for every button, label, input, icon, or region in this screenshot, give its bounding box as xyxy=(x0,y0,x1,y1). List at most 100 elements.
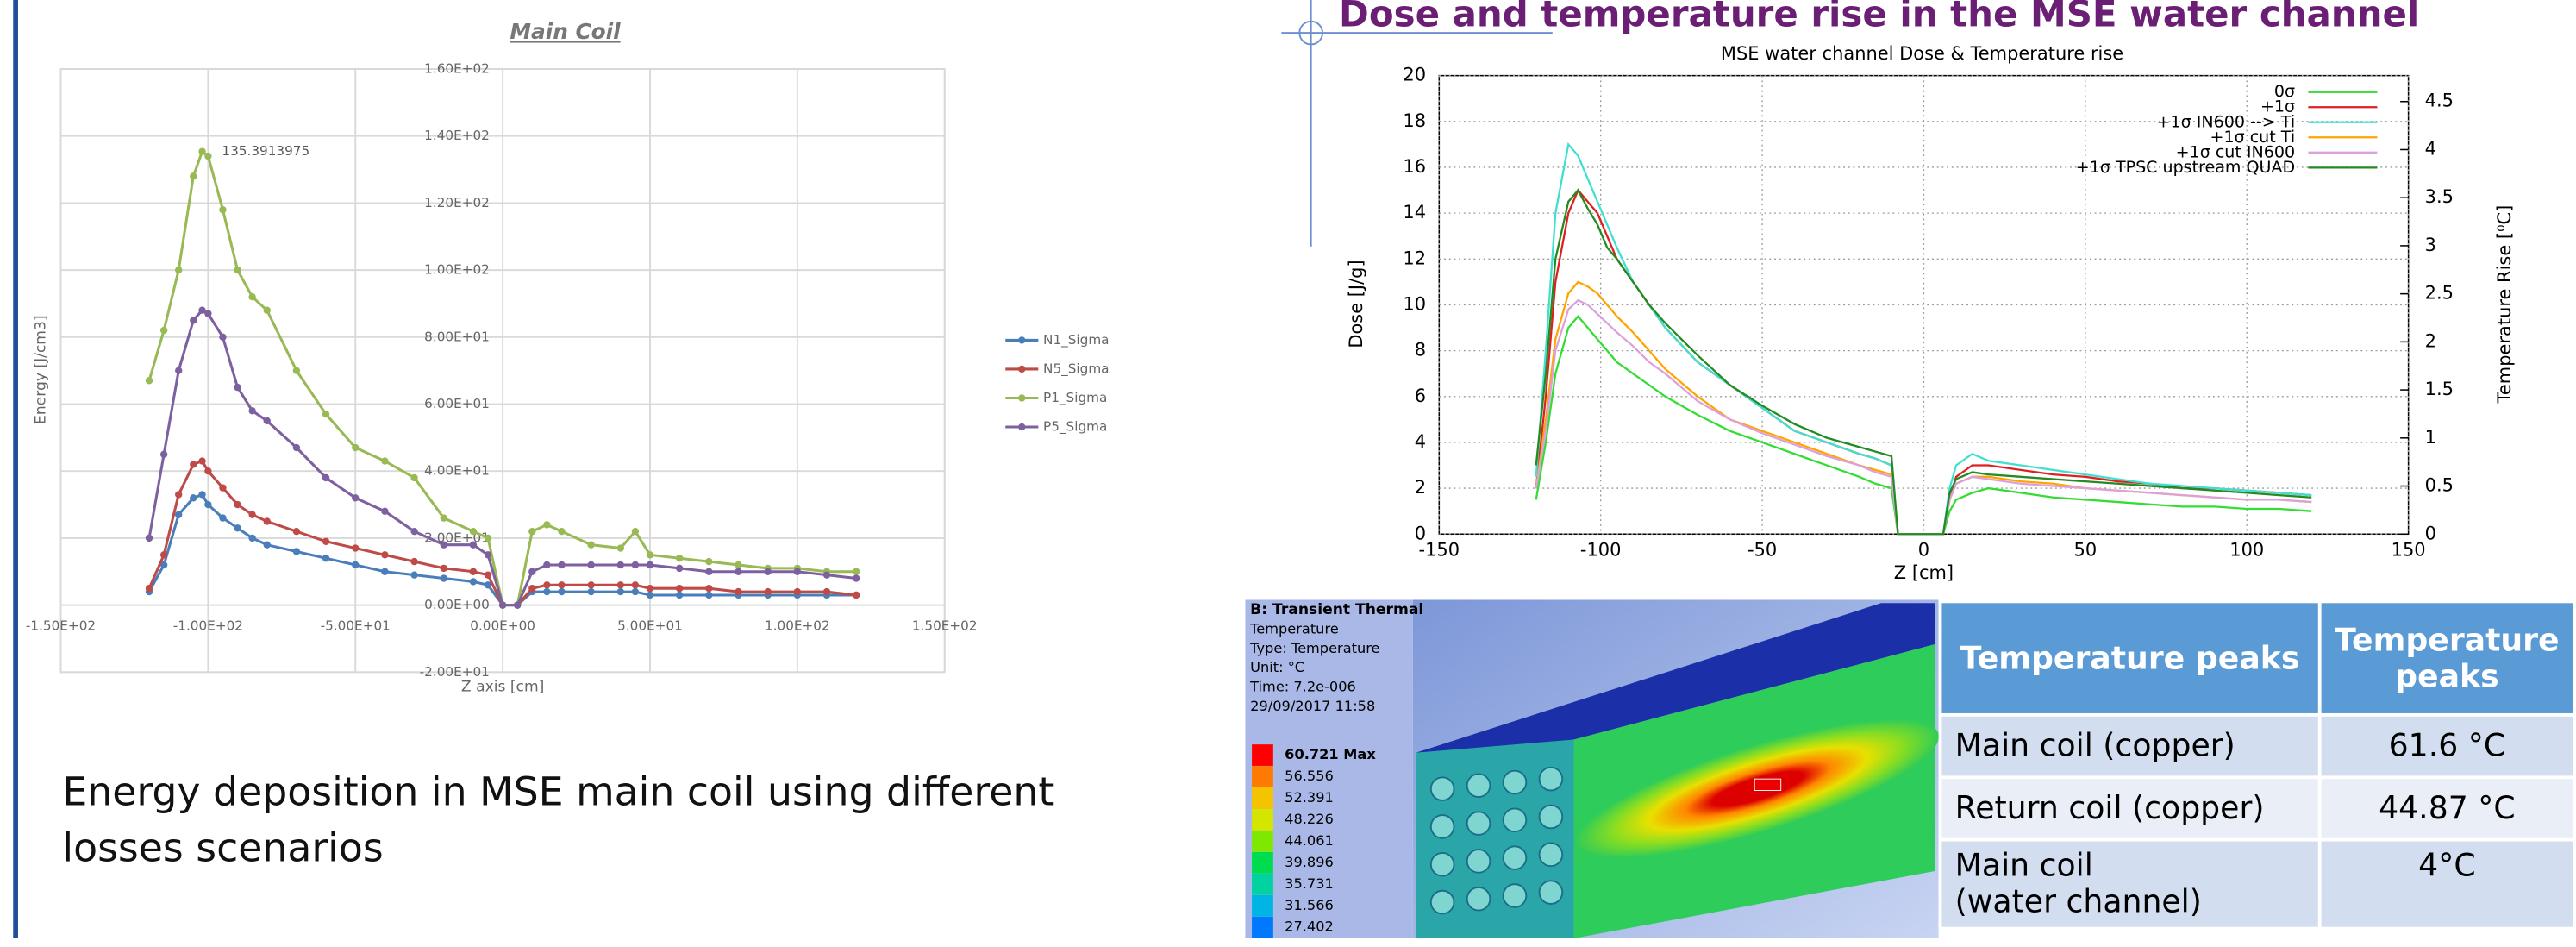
legend-label: N5_Sigma xyxy=(1043,361,1109,377)
data-point xyxy=(219,334,226,341)
data-point xyxy=(264,417,271,424)
y2-tick-label: 3.5 xyxy=(2425,186,2454,207)
data-point xyxy=(853,574,860,581)
y-tick-label: 20 xyxy=(1403,65,1426,85)
data-point xyxy=(543,581,550,588)
x-tick-label: 150 xyxy=(2392,539,2426,560)
x-tick-label: 0 xyxy=(1918,539,1929,560)
data-point xyxy=(528,528,535,535)
legend-marker xyxy=(1018,423,1025,430)
data-point xyxy=(248,407,255,414)
data-point xyxy=(352,561,359,568)
data-point xyxy=(198,491,205,498)
table-cell: 4°C xyxy=(2320,840,2574,929)
data-point xyxy=(647,592,653,599)
simulation-info: Time: 7.2e-006 xyxy=(1249,679,1356,695)
data-point xyxy=(528,568,535,575)
data-point xyxy=(647,585,653,592)
y-tick-label: 1.00E+02 xyxy=(424,262,490,278)
data-point xyxy=(470,542,477,549)
data-point xyxy=(543,561,550,568)
legend-swatch xyxy=(1252,874,1273,895)
data-point xyxy=(676,555,683,561)
data-point xyxy=(204,310,211,317)
data-point xyxy=(381,457,388,464)
y2-tick-label: 0 xyxy=(2425,523,2436,543)
legend-label: 56.556 xyxy=(1285,768,1334,784)
x-tick-label: -1.50E+02 xyxy=(26,618,96,633)
legend-swatch xyxy=(1252,852,1273,874)
data-point xyxy=(632,581,639,588)
y-tick-label: 1.60E+02 xyxy=(424,61,490,77)
simulation-info: Temperature xyxy=(1249,620,1339,637)
data-point xyxy=(264,307,271,314)
data-point xyxy=(735,561,741,568)
data-point xyxy=(441,514,447,521)
data-point xyxy=(198,147,205,154)
x-tick-label: 5.00E+01 xyxy=(617,618,683,633)
data-point xyxy=(322,411,329,417)
y-tick-label: 8 xyxy=(1415,340,1426,361)
x-tick-label: -5.00E+01 xyxy=(321,618,391,633)
data-point xyxy=(322,474,329,481)
legend-label: 35.731 xyxy=(1285,875,1334,892)
y-tick-label: 4.00E+01 xyxy=(424,463,490,479)
legend-swatch xyxy=(1252,787,1273,809)
y-tick-label: 1.40E+02 xyxy=(424,128,490,143)
data-point xyxy=(219,484,226,491)
data-point xyxy=(587,542,594,549)
x-tick-label: 50 xyxy=(2074,539,2098,560)
y-tick-label: 10 xyxy=(1403,293,1426,314)
legend-marker xyxy=(1018,394,1025,401)
legend-swatch xyxy=(1252,766,1273,787)
data-point xyxy=(587,588,594,595)
x-tick-label: -100 xyxy=(1580,539,1622,560)
data-point xyxy=(160,327,167,334)
data-point xyxy=(632,561,639,568)
chart: -2.00E+010.00E+002.00E+014.00E+016.00E+0… xyxy=(26,61,1110,696)
x-tick-label: 1.00E+02 xyxy=(765,618,830,633)
x-tick-label: 100 xyxy=(2229,539,2264,560)
legend-swatch xyxy=(1252,831,1273,852)
legend-swatch xyxy=(1252,895,1273,917)
y-tick-label: 0.00E+00 xyxy=(424,597,490,612)
data-point xyxy=(558,528,565,535)
y2-tick-label: 3 xyxy=(2425,235,2436,255)
data-point xyxy=(204,153,211,160)
data-point xyxy=(248,511,255,518)
table-cell: Return coil (copper) xyxy=(1941,777,2320,839)
data-point xyxy=(853,568,860,575)
y2-tick-label: 4 xyxy=(2425,138,2436,159)
legend-label: 48.226 xyxy=(1285,811,1334,827)
chart-title: Main Coil xyxy=(510,19,621,44)
legend-swatch xyxy=(1252,917,1273,938)
data-point xyxy=(823,571,830,578)
x-axis-title: Z axis [cm] xyxy=(461,678,544,695)
data-point xyxy=(705,558,712,565)
x-axis-title: Z [cm] xyxy=(1894,562,1954,583)
data-point xyxy=(160,451,167,458)
x-tick-label: -150 xyxy=(1419,539,1460,560)
data-point xyxy=(198,457,205,464)
x-tick-label: 1.50E+02 xyxy=(912,618,978,633)
legend-label: 60.721 Max xyxy=(1285,746,1376,762)
data-point xyxy=(293,548,300,555)
data-point xyxy=(293,528,300,535)
data-point xyxy=(617,561,624,568)
data-point xyxy=(234,384,241,391)
data-point xyxy=(175,267,182,273)
legend-label: 31.566 xyxy=(1285,897,1334,913)
data-point xyxy=(514,601,521,608)
data-point xyxy=(234,524,241,531)
data-point xyxy=(647,551,653,558)
data-point xyxy=(705,592,712,599)
table-cell: Main coil (water channel) xyxy=(1941,840,2320,929)
slide-border xyxy=(13,0,18,938)
data-point xyxy=(764,568,771,575)
data-point xyxy=(410,528,417,535)
data-point xyxy=(248,293,255,300)
data-point xyxy=(322,538,329,545)
data-label: 135.3913975 xyxy=(222,143,309,159)
